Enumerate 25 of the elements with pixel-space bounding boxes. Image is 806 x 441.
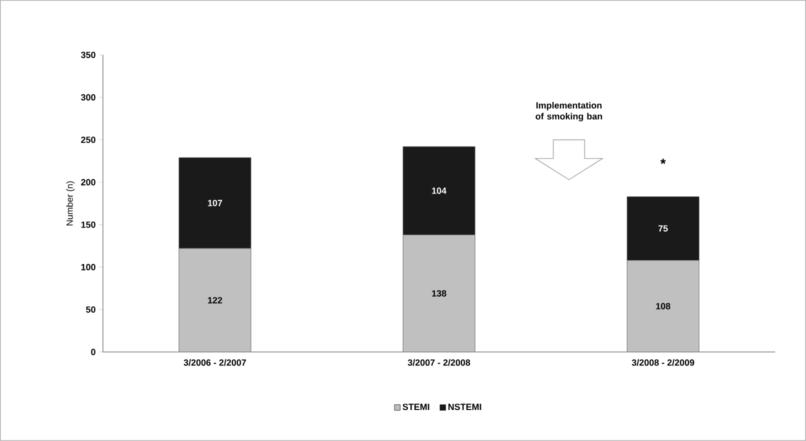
legend-label: STEMI (402, 404, 430, 410)
y-tick-label: 350 (80, 52, 96, 58)
data-label: 75 (658, 225, 668, 232)
x-tick-label: 3/2008 - 2/2009 (632, 359, 694, 366)
annotation: Implementation of smoking ban (536, 102, 602, 122)
x-tick-label: 3/2007 - 2/2008 (408, 359, 470, 366)
data-label: 138 (432, 290, 446, 297)
x-tick-label: 3/2006 - 2/2007 (184, 359, 246, 366)
data-label: 107 (208, 200, 222, 206)
y-axis-title: Number (n) (66, 181, 75, 226)
bar (626, 260, 700, 352)
annotation: * (660, 158, 666, 164)
data-label: 122 (208, 297, 222, 304)
y-tick-label: 150 (81, 222, 96, 228)
y-tick-label: 200 (81, 179, 96, 186)
y-tick-label: 300 (80, 94, 96, 101)
y-tick-label: 100 (81, 264, 96, 270)
bar (402, 234, 476, 352)
y-tick-label: 50 (86, 306, 96, 313)
y-tick-label: 250 (81, 136, 96, 144)
legend-label: NSTEMI (448, 404, 482, 410)
data-label: 104 (432, 188, 446, 194)
data-label: 108 (656, 303, 670, 310)
bar (178, 248, 252, 352)
y-tick-label: 0 (91, 348, 96, 356)
